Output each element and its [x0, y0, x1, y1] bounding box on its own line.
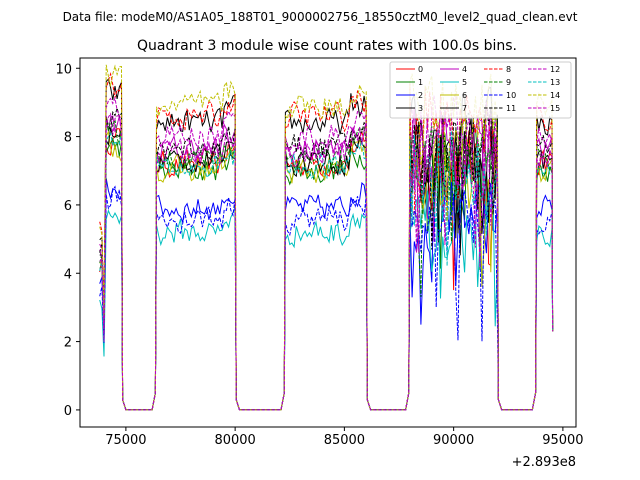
legend-label-5: 5 [462, 78, 467, 87]
legend-label-1: 1 [418, 78, 423, 87]
x-tick-label: 90000 [433, 433, 474, 448]
legend-box [389, 61, 572, 119]
legend-label-14: 14 [550, 91, 560, 100]
legend-label-8: 8 [506, 65, 511, 74]
legend-label-7: 7 [462, 104, 467, 113]
series-line-11 [99, 100, 554, 411]
series-line-14 [99, 64, 554, 411]
chart-title: Quadrant 3 module wise count rates with … [137, 38, 517, 54]
legend-label-3: 3 [418, 104, 423, 113]
x-offset-label: +2.893e8 [512, 455, 576, 470]
series-line-5 [99, 184, 554, 411]
x-tick-label: 75000 [105, 433, 146, 448]
axes-frame [79, 57, 577, 428]
legend-label-6: 6 [462, 91, 467, 100]
series-line-8 [99, 71, 554, 411]
series-line-3 [99, 78, 554, 411]
legend-label-11: 11 [506, 104, 516, 113]
y-axis-ticks: 0 2 4 6 8 10 [55, 62, 80, 419]
legend-label-12: 12 [550, 65, 560, 74]
x-tick-label: 80000 [214, 433, 255, 448]
y-tick-label: 6 [64, 199, 72, 214]
series-line-6 [99, 129, 554, 411]
legend-label-0: 0 [418, 65, 423, 74]
series-line-13 [99, 129, 554, 411]
legend-label-15: 15 [550, 104, 560, 113]
legend-label-2: 2 [418, 91, 423, 100]
x-tick-label: 95000 [542, 433, 583, 448]
y-tick-label: 2 [64, 336, 72, 351]
legend-label-13: 13 [550, 78, 560, 87]
y-tick-label: 4 [64, 267, 72, 282]
x-tick-label: 85000 [324, 433, 365, 448]
legend-label-4: 4 [462, 65, 467, 74]
legend-label-9: 9 [506, 78, 511, 87]
y-tick-label: 0 [64, 404, 72, 419]
y-tick-label: 10 [55, 62, 72, 77]
x-axis-ticks: 75000 80000 85000 90000 95000 [105, 427, 584, 448]
series-line-12 [99, 92, 554, 411]
legend-label-10: 10 [506, 91, 516, 100]
y-tick-label: 8 [64, 131, 72, 146]
series-line-10 [99, 182, 554, 411]
series-line-15 [99, 111, 554, 411]
chart-suptitle: Data file: modeM0/AS1A05_188T01_90000027… [63, 10, 578, 24]
plot-lines [99, 64, 554, 411]
